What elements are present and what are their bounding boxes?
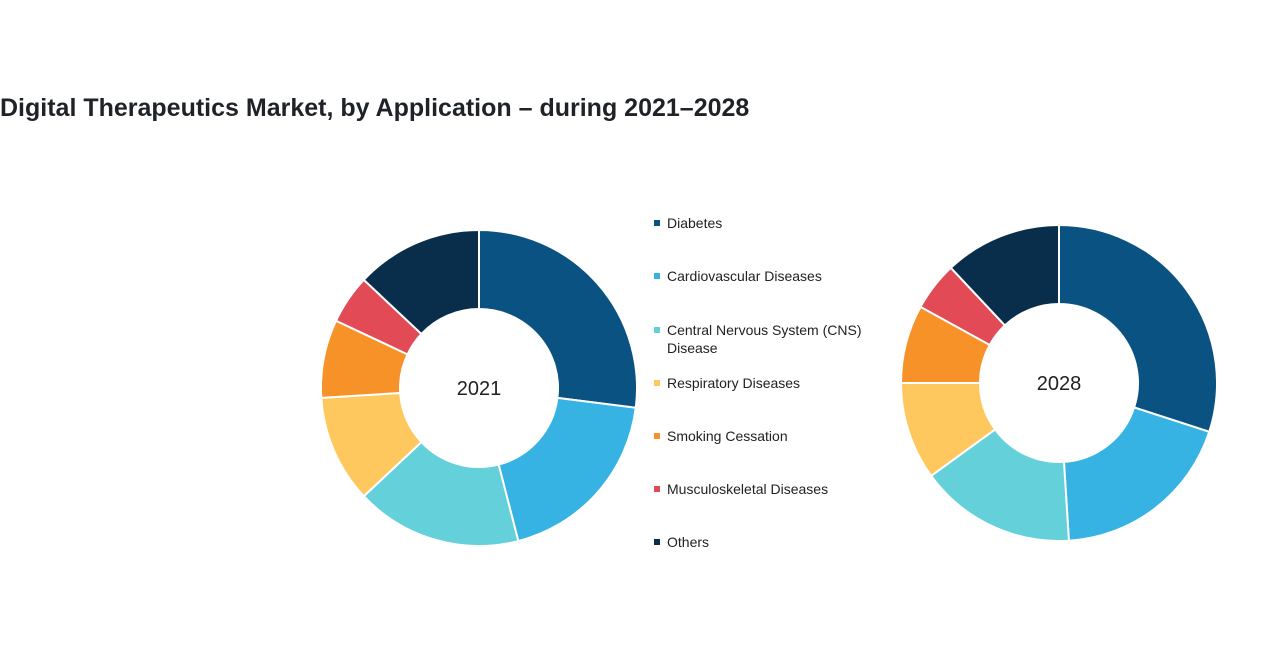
legend-label: Smoking Cessation <box>667 428 788 444</box>
donut-center-label-2021: 2021 <box>457 378 502 400</box>
legend-item-musculoskeletal-diseases: Musculoskeletal Diseases <box>654 480 882 498</box>
donut-chart-2021: 2021 <box>320 228 638 547</box>
legend-item-diabetes: Diabetes <box>654 214 882 232</box>
legend-swatch <box>654 433 660 439</box>
donut-center-label-2028: 2028 <box>1037 373 1082 395</box>
donut-chart-2028: 2028 <box>899 223 1218 542</box>
legend-label: Others <box>667 534 710 550</box>
legend-label: Diabetes <box>667 215 723 231</box>
legend-swatch <box>654 486 660 492</box>
legend-label: Musculoskeletal Diseases <box>667 481 829 497</box>
slice-2021-central-nervous-system-cns-disease <box>362 440 520 547</box>
slice-2028-cardiovascular-diseases <box>1062 406 1211 542</box>
legend-swatch <box>654 327 660 333</box>
legend-swatch <box>654 220 660 226</box>
legend-swatch <box>654 380 660 386</box>
chart-title: Digital Therapeutics Market, by Applicat… <box>0 94 750 122</box>
slice-2021-cardiovascular-diseases <box>497 396 637 543</box>
slice-2028-others <box>949 223 1060 327</box>
legend-label: Cardiovascular Diseases <box>667 268 822 284</box>
legend-item-others: Others <box>654 533 882 551</box>
slice-2021-others <box>362 228 480 336</box>
legend-label: Respiratory Diseases <box>667 375 801 391</box>
slice-2028-diabetes <box>1058 223 1218 434</box>
legend-swatch <box>654 539 660 545</box>
legend-item-cardiovascular-diseases: Cardiovascular Diseases <box>654 267 882 285</box>
slice-2028-central-nervous-system-cns-disease <box>929 428 1070 542</box>
legend-item-central-nervous-system-cns-disease: Central Nervous System (CNS) Disease <box>654 321 882 357</box>
legend-label: Central Nervous System (CNS) Disease <box>667 322 862 356</box>
legend-swatch <box>654 273 660 279</box>
legend-item-smoking-cessation: Smoking Cessation <box>654 427 882 445</box>
slice-2021-diabetes <box>478 228 638 409</box>
legend-item-respiratory-diseases: Respiratory Diseases <box>654 374 882 392</box>
